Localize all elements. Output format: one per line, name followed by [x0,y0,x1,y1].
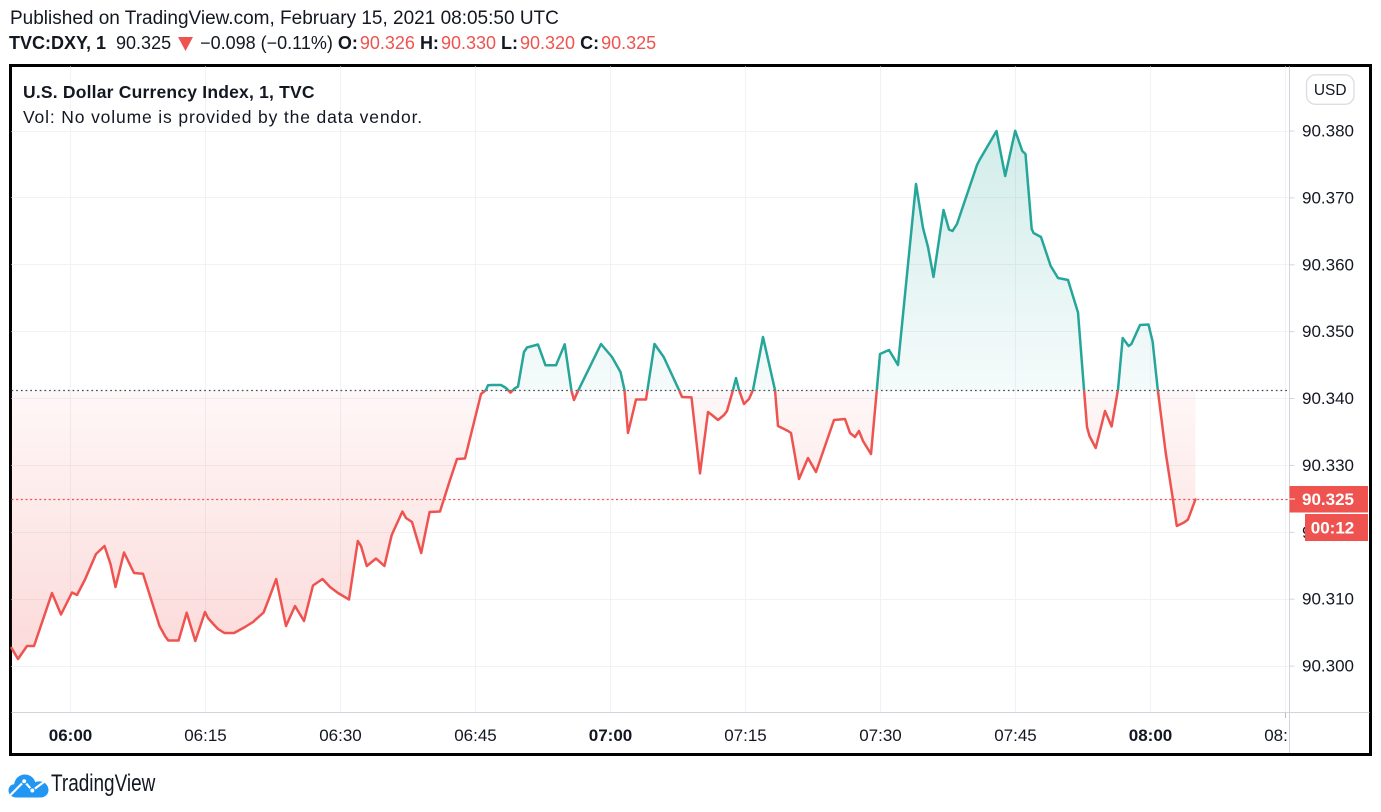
svg-text:90.310: 90.310 [1302,590,1354,609]
svg-text:07:45: 07:45 [994,726,1037,745]
svg-text:00:12: 00:12 [1311,519,1354,538]
svg-text:90.370: 90.370 [1302,188,1354,207]
svg-text:90.360: 90.360 [1302,255,1354,274]
svg-text:90.325: 90.325 [1302,490,1354,509]
svg-text:90.380: 90.380 [1302,122,1354,141]
svg-text:90.340: 90.340 [1302,389,1354,408]
svg-text:07:30: 07:30 [859,726,902,745]
svg-text:08:00: 08:00 [1129,726,1172,745]
svg-text:90.300: 90.300 [1302,657,1354,676]
svg-text:90.350: 90.350 [1302,322,1354,341]
svg-text:06:45: 06:45 [454,726,497,745]
svg-text:06:30: 06:30 [319,726,362,745]
svg-text:07:15: 07:15 [724,726,767,745]
svg-text:USD: USD [1314,82,1347,99]
svg-text:08:15: 08:15 [1264,726,1307,745]
svg-text:06:15: 06:15 [184,726,227,745]
svg-text:07:00: 07:00 [589,726,632,745]
svg-text:06:00: 06:00 [49,726,92,745]
svg-text:90.330: 90.330 [1302,456,1354,475]
